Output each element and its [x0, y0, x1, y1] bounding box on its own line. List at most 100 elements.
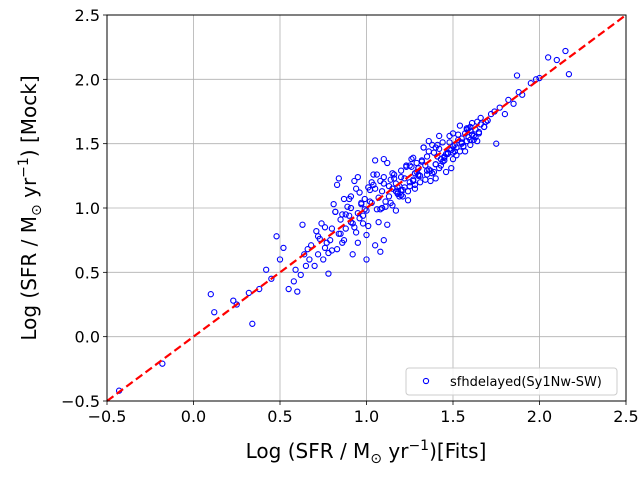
data-point	[207, 291, 214, 298]
x-tick-label: 2.5	[613, 407, 638, 426]
x-tick-label: 1.0	[354, 407, 379, 426]
data-point	[339, 239, 346, 246]
legend: sfhdelayed(Sy1Nw-SW)	[405, 367, 618, 396]
data-point	[475, 128, 483, 136]
data-point	[359, 220, 367, 227]
data-point	[328, 247, 336, 254]
data-point	[380, 237, 387, 244]
data-point	[439, 139, 446, 146]
y-tick-label: 2.0	[75, 70, 100, 89]
data-point	[423, 153, 431, 160]
data-point	[292, 266, 299, 273]
data-point	[211, 309, 218, 316]
data-point	[352, 229, 360, 236]
data-points	[115, 47, 573, 394]
data-point	[391, 171, 398, 178]
data-point	[361, 195, 368, 203]
data-point	[387, 176, 394, 183]
data-point	[375, 219, 382, 226]
data-point	[455, 131, 462, 138]
data-point	[545, 54, 552, 61]
data-point	[415, 171, 422, 178]
data-point	[346, 212, 353, 219]
data-point	[280, 244, 287, 252]
data-point	[352, 185, 360, 192]
data-point	[420, 144, 427, 151]
x-axis-label: Log (SFR / M⊙ yr−1)[Fits]	[246, 438, 487, 467]
data-point	[314, 251, 322, 258]
y-tick-label: 0.5	[75, 263, 100, 282]
data-point	[380, 173, 387, 181]
data-point	[363, 256, 370, 263]
data-point	[301, 251, 308, 258]
data-point	[380, 180, 387, 187]
data-point	[384, 221, 391, 228]
data-point	[562, 47, 569, 55]
data-point	[463, 137, 470, 145]
data-point	[335, 175, 342, 182]
y-tick-label: −0.5	[61, 392, 100, 411]
data-point	[302, 262, 310, 270]
data-point	[448, 164, 455, 172]
data-point	[335, 230, 342, 237]
y-tick-label: 1.5	[75, 135, 100, 154]
data-point	[493, 140, 500, 147]
data-point	[377, 248, 384, 255]
data-point	[410, 154, 417, 161]
data-point	[456, 148, 464, 155]
data-point	[333, 181, 341, 188]
data-point	[159, 360, 166, 367]
data-point	[510, 100, 517, 107]
data-point	[342, 211, 349, 218]
data-point	[311, 262, 318, 270]
data-point	[318, 220, 325, 227]
data-point	[268, 275, 275, 282]
data-point	[442, 168, 450, 176]
data-point	[230, 297, 237, 304]
data-point	[371, 185, 379, 192]
legend-label: sfhdelayed(Sy1Nw-SW)	[450, 375, 602, 390]
data-point	[328, 225, 336, 232]
data-point	[422, 176, 429, 183]
data-point	[397, 173, 405, 181]
data-point	[441, 153, 448, 160]
data-point	[306, 256, 313, 263]
data-point	[351, 177, 358, 185]
data-point	[432, 161, 439, 168]
data-point	[273, 233, 280, 240]
data-point	[477, 114, 484, 122]
data-point	[321, 224, 329, 231]
data-point	[321, 244, 329, 252]
data-point	[467, 123, 474, 131]
data-point	[394, 189, 401, 196]
data-point	[416, 179, 424, 186]
data-point	[346, 195, 353, 203]
data-point	[263, 266, 270, 273]
data-point	[474, 137, 481, 145]
data-point	[337, 216, 344, 223]
data-point	[505, 96, 512, 104]
data-point	[342, 225, 349, 232]
plot-area	[106, 14, 627, 402]
data-point	[458, 140, 465, 147]
data-point	[553, 56, 560, 64]
data-point	[332, 208, 339, 216]
data-point	[413, 159, 420, 167]
data-point	[294, 288, 301, 295]
data-point	[565, 71, 573, 78]
data-point	[325, 270, 332, 277]
data-point	[314, 233, 322, 240]
data-point	[467, 136, 474, 143]
data-point	[356, 189, 363, 196]
data-point	[411, 185, 419, 192]
x-tick-label: 0.5	[267, 407, 292, 426]
data-point	[389, 202, 396, 209]
data-point	[380, 155, 387, 163]
data-point	[423, 167, 431, 174]
data-point	[347, 204, 355, 212]
data-point	[354, 239, 361, 246]
data-point	[392, 207, 400, 214]
data-point	[354, 173, 361, 181]
data-point	[371, 157, 379, 164]
